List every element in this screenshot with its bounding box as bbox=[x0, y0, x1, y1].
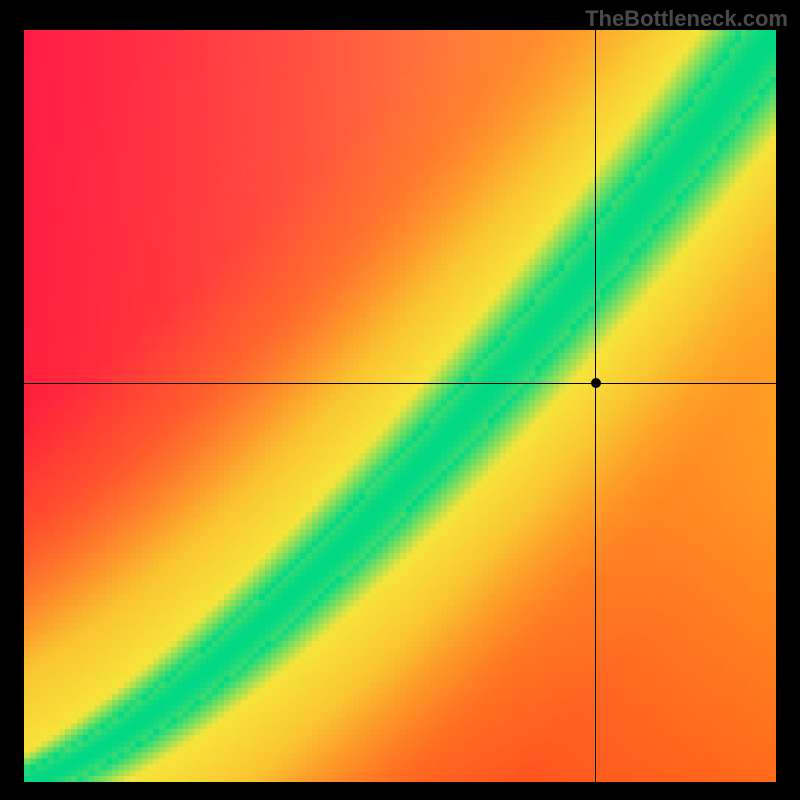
crosshair-marker bbox=[591, 378, 601, 388]
crosshair-horizontal bbox=[24, 383, 776, 384]
heatmap-canvas bbox=[24, 30, 776, 782]
watermark-text: TheBottleneck.com bbox=[585, 6, 788, 32]
heatmap-plot-area bbox=[24, 30, 776, 782]
chart-container: TheBottleneck.com bbox=[0, 0, 800, 800]
crosshair-vertical bbox=[595, 30, 596, 782]
